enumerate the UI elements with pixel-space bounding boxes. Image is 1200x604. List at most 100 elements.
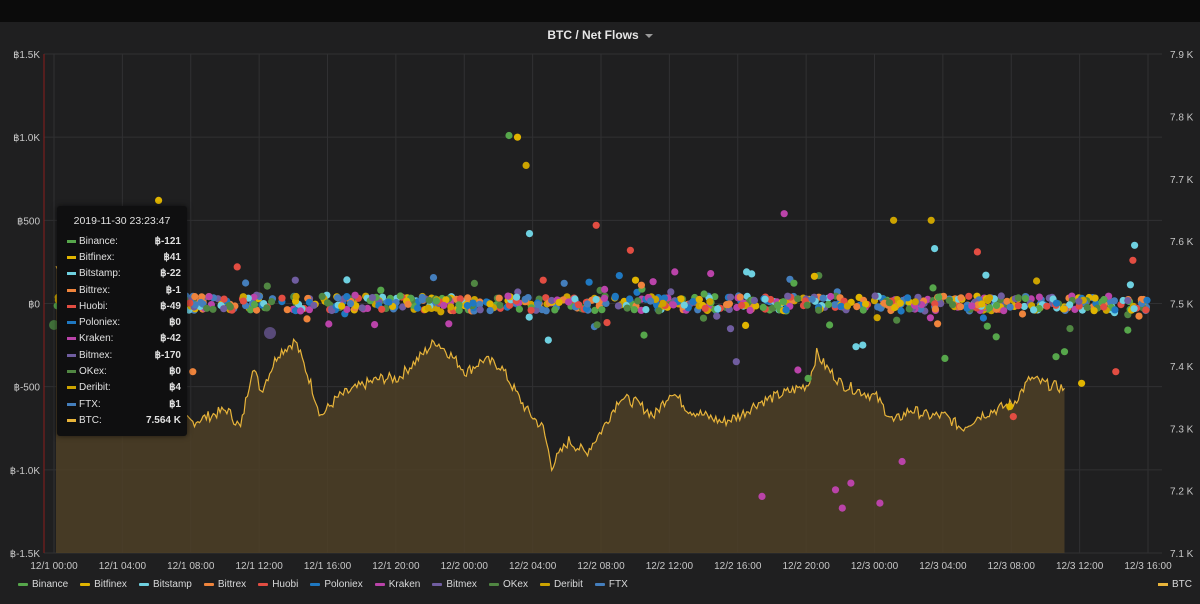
scatter-point bbox=[859, 306, 867, 314]
tooltip-series-value: ฿-170 bbox=[154, 349, 181, 361]
tooltip-series-name: Bitmex: bbox=[79, 349, 113, 361]
scatter-point bbox=[934, 320, 942, 328]
scatter-point bbox=[378, 305, 386, 313]
tooltip-swatch bbox=[67, 386, 76, 390]
scatter-point bbox=[542, 307, 550, 315]
scatter-point bbox=[826, 321, 834, 329]
scatter-point bbox=[824, 300, 833, 309]
scatter-point bbox=[283, 306, 291, 314]
scatter-point bbox=[292, 292, 300, 301]
scatter-point bbox=[1100, 303, 1108, 311]
tooltip-series-name: Kraken: bbox=[79, 333, 114, 345]
tooltip-series-value: 7.564 K bbox=[145, 414, 181, 426]
scatter-point bbox=[250, 293, 258, 301]
scatter-point bbox=[233, 263, 241, 271]
legend-item-btc[interactable]: BTC bbox=[1172, 579, 1192, 590]
scatter-point bbox=[525, 230, 534, 238]
scatter-point bbox=[831, 486, 840, 494]
scatter-point bbox=[782, 306, 790, 314]
scatter-point bbox=[351, 291, 359, 299]
scatter-point bbox=[1091, 294, 1099, 302]
legend-item-okex[interactable]: OKex bbox=[488, 579, 528, 590]
hover-point bbox=[49, 320, 59, 330]
scatter-point bbox=[445, 320, 453, 328]
legend-swatch bbox=[18, 583, 28, 586]
tooltip-row: Binance: ฿-121 bbox=[57, 233, 187, 249]
scatter-point bbox=[876, 499, 884, 507]
legend-item-deribit[interactable]: Deribit bbox=[539, 579, 583, 590]
panel-title[interactable]: BTC / Net Flows bbox=[0, 28, 1200, 42]
x-tick-label: 12/1 00:00 bbox=[30, 561, 78, 572]
legend-swatch bbox=[432, 583, 443, 586]
scatter-point bbox=[726, 325, 735, 333]
legend-item-poloniex[interactable]: Poloniex bbox=[310, 579, 363, 590]
legend-item-bittrex[interactable]: Bittrex bbox=[203, 579, 246, 590]
legend-swatch bbox=[374, 583, 385, 586]
legend-right: BTC bbox=[1158, 579, 1192, 590]
scatter-point bbox=[601, 285, 609, 293]
scatter-point bbox=[978, 300, 986, 308]
x-tick-label: 12/2 16:00 bbox=[714, 561, 762, 572]
scatter-point bbox=[885, 299, 894, 307]
scatter-point bbox=[186, 299, 194, 307]
scatter-point bbox=[614, 302, 623, 310]
legend-item-bitfinex[interactable]: Bitfinex bbox=[80, 579, 127, 590]
legend-label: Huobi bbox=[272, 579, 299, 590]
scatter-point bbox=[440, 301, 448, 309]
scatter-point bbox=[560, 279, 568, 287]
scatter-point bbox=[937, 300, 945, 308]
legend-item-binance[interactable]: Binance bbox=[18, 579, 68, 590]
scatter-point bbox=[713, 312, 721, 320]
legend-item-bitmex[interactable]: Bitmex bbox=[432, 579, 477, 590]
x-tick-label: 12/3 12:00 bbox=[1056, 561, 1104, 572]
scatter-point bbox=[242, 279, 250, 287]
tooltip-timestamp: 2019-11-30 23:23:47 bbox=[73, 215, 171, 227]
legend-item-bitstamp[interactable]: Bitstamp bbox=[138, 579, 192, 590]
scatter-point bbox=[1052, 353, 1060, 361]
scatter-point bbox=[843, 302, 852, 310]
scatter-point bbox=[506, 301, 514, 309]
scatter-point bbox=[513, 293, 521, 301]
scatter-point bbox=[1030, 306, 1038, 314]
scatter-point bbox=[706, 298, 714, 306]
scatter-point bbox=[611, 293, 619, 301]
x-tick-label: 12/3 16:00 bbox=[1124, 561, 1172, 572]
scatter-point bbox=[640, 331, 648, 339]
scatter-point bbox=[655, 307, 663, 315]
scatter-point bbox=[226, 303, 234, 311]
scatter-point bbox=[585, 278, 593, 286]
tooltip-swatch bbox=[67, 255, 76, 259]
scatter-point bbox=[982, 271, 990, 279]
scatter-point bbox=[1020, 302, 1028, 311]
tooltip-series-value: ฿-49 bbox=[160, 300, 181, 312]
scatter-point bbox=[859, 341, 867, 349]
legend-item-kraken[interactable]: Kraken bbox=[374, 579, 420, 590]
legend-item-huobi[interactable]: Huobi bbox=[258, 579, 298, 590]
scatter-point bbox=[890, 216, 898, 224]
scatter-point bbox=[631, 276, 640, 284]
tooltip-series-name: Bittrex: bbox=[79, 284, 111, 296]
scatter-point bbox=[852, 343, 860, 351]
scatter-point bbox=[743, 268, 751, 276]
tooltip-series-value: ฿41 bbox=[163, 251, 182, 263]
scatter-point bbox=[522, 161, 530, 169]
scatter-point bbox=[695, 296, 703, 304]
scatter-point bbox=[1130, 305, 1138, 313]
legend-item-ftx[interactable]: FTX bbox=[594, 579, 628, 590]
chevron-down-icon[interactable] bbox=[644, 33, 653, 38]
scatter-point bbox=[714, 305, 722, 313]
scatter-point bbox=[983, 322, 991, 330]
scatter-point bbox=[334, 294, 342, 302]
x-tick-label: 12/1 12:00 bbox=[235, 561, 283, 572]
scatter-point bbox=[1033, 277, 1041, 285]
scatter-point bbox=[897, 307, 905, 315]
y-left-tick-label: ฿1.0K bbox=[13, 133, 40, 144]
scatter-point bbox=[630, 306, 638, 314]
tooltip-series-name: Huobi: bbox=[79, 300, 108, 312]
tooltip-series-name: BTC: bbox=[79, 414, 102, 426]
scatter-point bbox=[759, 303, 767, 311]
scatter-point bbox=[343, 305, 351, 314]
scatter-point bbox=[626, 295, 634, 303]
scatter-point bbox=[368, 294, 377, 302]
